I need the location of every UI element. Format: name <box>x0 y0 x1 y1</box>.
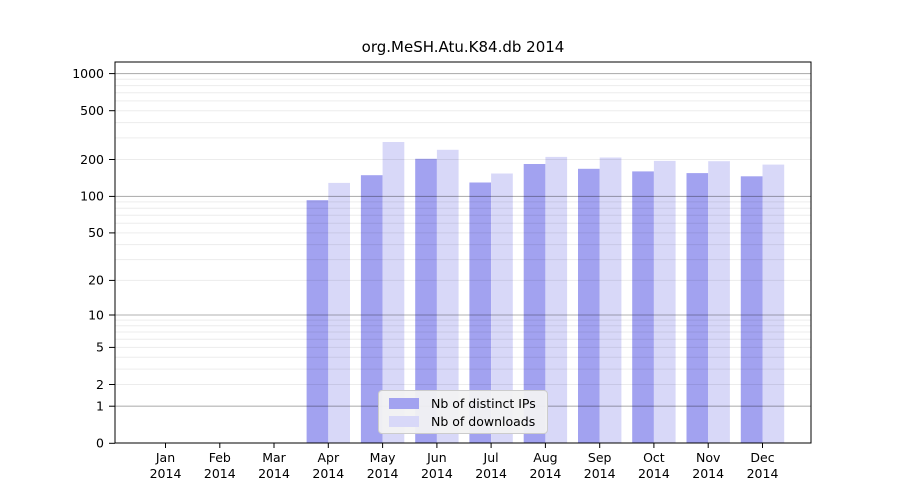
x-tick-label-month: Sep <box>588 450 612 465</box>
bar-distinct-ips <box>578 168 600 444</box>
x-tick-label-year: 2014 <box>692 466 724 481</box>
y-tick-label: 0 <box>96 436 104 451</box>
x-tick-label-year: 2014 <box>258 466 290 481</box>
bar-downloads <box>545 156 568 443</box>
x-tick-label-year: 2014 <box>150 466 182 481</box>
legend-swatch-distinct-ips <box>389 397 419 409</box>
x-tick-label-year: 2014 <box>204 466 236 481</box>
bar-downloads <box>653 160 676 443</box>
x-tick-label-year: 2014 <box>584 466 616 481</box>
y-tick-label: 2 <box>96 377 104 392</box>
bar-downloads <box>328 182 350 443</box>
y-tick-label: 5 <box>96 340 104 355</box>
x-tick-label-month: Jun <box>426 450 447 465</box>
x-tick-label-year: 2014 <box>367 466 399 481</box>
x-tick-label-year: 2014 <box>638 466 670 481</box>
bar-downloads <box>708 161 730 443</box>
x-tick-label-year: 2014 <box>529 466 561 481</box>
x-tick-label-month: Dec <box>750 450 774 465</box>
legend: Nb of distinct IPs Nb of downloads <box>378 390 548 434</box>
bar-distinct-ips <box>306 200 329 443</box>
legend-entry-downloads: Nb of downloads <box>389 414 539 429</box>
axis-frame <box>114 61 812 444</box>
bar-distinct-ips <box>523 164 546 443</box>
x-tick-label-month: Mar <box>262 450 286 465</box>
x-tick-label-year: 2014 <box>747 466 779 481</box>
x-tick-label-month: Jul <box>483 450 499 465</box>
bar-distinct-ips <box>469 182 492 443</box>
bar-downloads <box>382 142 405 443</box>
chart-title: org.MeSH.Atu.K84.db 2014 <box>361 38 565 56</box>
x-tick-label-year: 2014 <box>312 466 344 481</box>
bar-downloads <box>762 164 785 443</box>
legend-swatch-downloads <box>389 415 419 427</box>
legend-label-downloads: Nb of downloads <box>431 413 536 429</box>
x-tick-label-month: May <box>370 450 396 465</box>
x-tick-label-year: 2014 <box>421 466 453 481</box>
y-tick-label: 20 <box>88 273 104 288</box>
y-tick-label: 200 <box>80 152 104 167</box>
x-tick-label-month: Apr <box>317 450 339 465</box>
bar-downloads <box>436 149 459 444</box>
x-tick-label-month: Feb <box>209 450 231 465</box>
x-tick-label-year: 2014 <box>475 466 507 481</box>
bar-distinct-ips <box>360 175 383 443</box>
x-tick-label-month: Oct <box>643 450 665 465</box>
bar-distinct-ips <box>632 171 654 443</box>
y-tick-label: 1000 <box>72 66 104 81</box>
x-tick-label-month: Aug <box>533 450 557 465</box>
x-tick-label-month: Jan <box>155 450 175 465</box>
y-tick-label: 1 <box>96 399 104 414</box>
legend-label-distinct-ips: Nb of distinct IPs <box>431 395 536 411</box>
x-tick-label-month: Nov <box>696 450 721 465</box>
bar-distinct-ips <box>740 176 763 444</box>
bar-distinct-ips <box>415 158 437 444</box>
legend-entry-distinct-ips: Nb of distinct IPs <box>389 396 539 411</box>
y-tick-label: 50 <box>88 225 104 240</box>
bar-downloads <box>491 173 513 443</box>
bar-downloads <box>599 157 622 443</box>
y-tick-label: 500 <box>80 103 104 118</box>
bar-distinct-ips <box>686 173 709 443</box>
y-tick-label: 100 <box>80 189 104 204</box>
y-tick-label: 10 <box>88 307 104 322</box>
